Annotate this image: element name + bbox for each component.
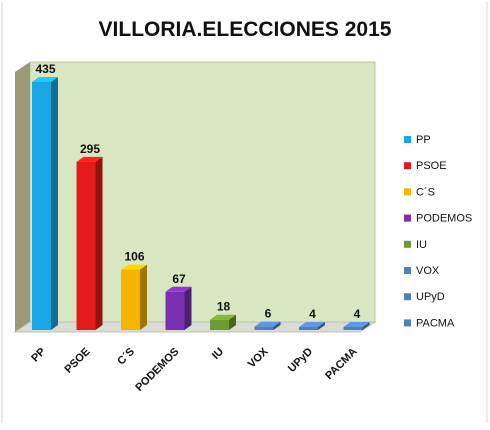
legend: PP PSOE C´S PODEMOS IU VOX UPyD PACMA	[404, 134, 472, 329]
legend-label-pacma: PACMA	[416, 317, 455, 329]
value-label-upyd: 4	[309, 307, 316, 321]
value-label-c-s: 106	[124, 250, 144, 264]
chart-title: VILLORIA.ELECCIONES 2015	[99, 18, 392, 41]
plot-side-wall	[15, 62, 30, 332]
legend-swatch-upyd	[404, 293, 411, 301]
bar-c-s	[121, 264, 147, 330]
x-label-pacma: PACMA	[323, 346, 359, 382]
bar-pacma	[343, 322, 370, 330]
value-label-pacma: 4	[354, 307, 361, 321]
value-label-psoe: 295	[80, 142, 100, 156]
legend-swatch-psoe	[404, 162, 411, 170]
legend-label-upyd: UPyD	[416, 291, 445, 303]
bar-pp	[32, 77, 58, 331]
bar-podemos	[165, 286, 192, 330]
value-label-podemos: 67	[172, 272, 186, 286]
legend-swatch-vox	[404, 267, 411, 274]
legend-label-iu: IU	[416, 239, 427, 251]
x-label-upyd: UPyD	[286, 346, 315, 375]
value-label-iu: 18	[217, 300, 231, 314]
legend-swatch-c-s	[404, 188, 411, 196]
plot-floor	[13, 321, 377, 333]
legend-label-pp: PP	[416, 134, 431, 146]
legend-label-c-s: C´S	[416, 186, 435, 198]
value-label-vox: 6	[265, 307, 272, 321]
legend-swatch-pp	[404, 136, 411, 143]
legend-label-vox: VOX	[416, 265, 440, 277]
bar-psoe	[76, 156, 103, 330]
legend-label-podemos: PODEMOS	[416, 213, 472, 225]
x-label-vox: VOX	[246, 345, 271, 370]
bar-upyd	[299, 322, 325, 330]
x-label-podemos: PODEMOS	[133, 346, 181, 394]
legend-swatch-pacma	[404, 319, 411, 327]
x-label-psoe: PSOE	[63, 346, 93, 376]
legend-swatch-podemos	[404, 214, 411, 222]
legend-swatch-iu	[404, 240, 411, 248]
bars-layer	[32, 77, 370, 331]
x-label-pp: PP	[29, 346, 48, 365]
bar-vox	[254, 321, 281, 330]
value-label-pp: 435	[35, 62, 55, 76]
value-labels-layer: 435 295 106 67 18 6 4 4	[35, 62, 360, 321]
x-label-c-s: C´S	[115, 346, 137, 368]
legend-label-psoe: PSOE	[416, 160, 447, 172]
x-label-iu: IU	[210, 346, 226, 362]
bar-iu	[210, 314, 236, 330]
